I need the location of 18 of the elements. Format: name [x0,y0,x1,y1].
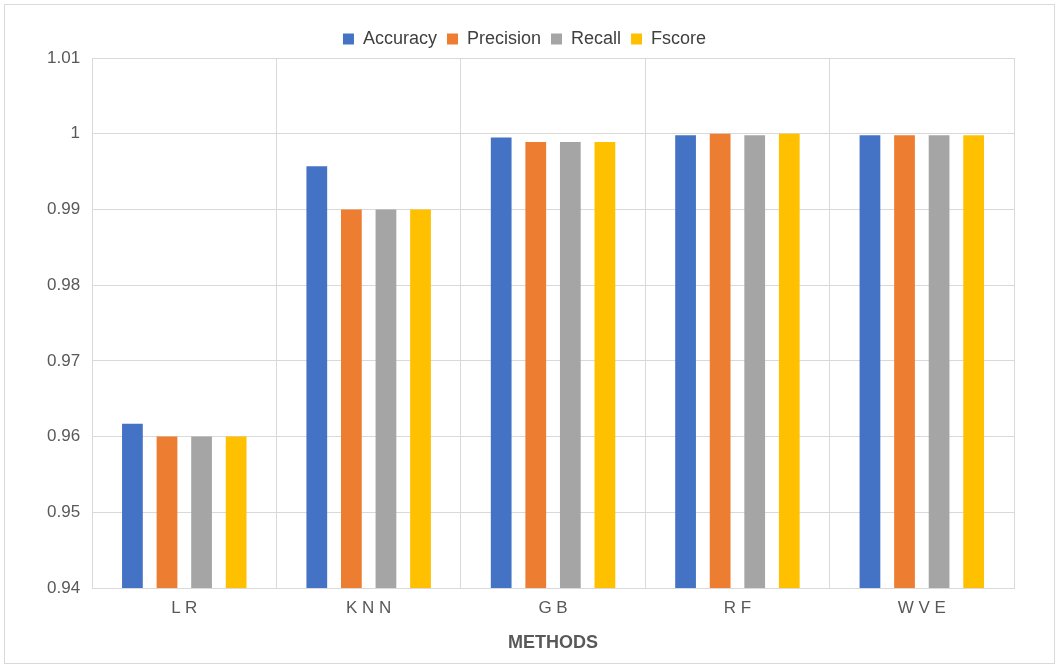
x-tick-label: K N N [345,597,392,617]
x-tick-label: R F [723,597,752,617]
y-tick-label: 1.01 [46,47,81,67]
y-tick-label: 0.95 [46,501,81,521]
y-tick-label: 0.94 [46,577,81,597]
y-tick-label: 0.96 [46,426,81,446]
y-tick-label: 0.99 [46,199,81,219]
x-tick-label: W V E [897,597,946,617]
x-tick-label: G B [538,597,568,617]
y-tick-label: 0.97 [46,350,81,370]
legend-label: Fscore [651,27,707,48]
x-axis-title: METHODS [508,632,599,653]
y-tick-label: 0.98 [46,274,81,294]
legend-label: Recall [571,27,622,48]
legend-label: Accuracy [362,27,437,48]
y-tick-label: 1 [70,123,81,143]
legend-label: Precision [466,27,542,48]
x-tick-label: L R [171,597,198,617]
